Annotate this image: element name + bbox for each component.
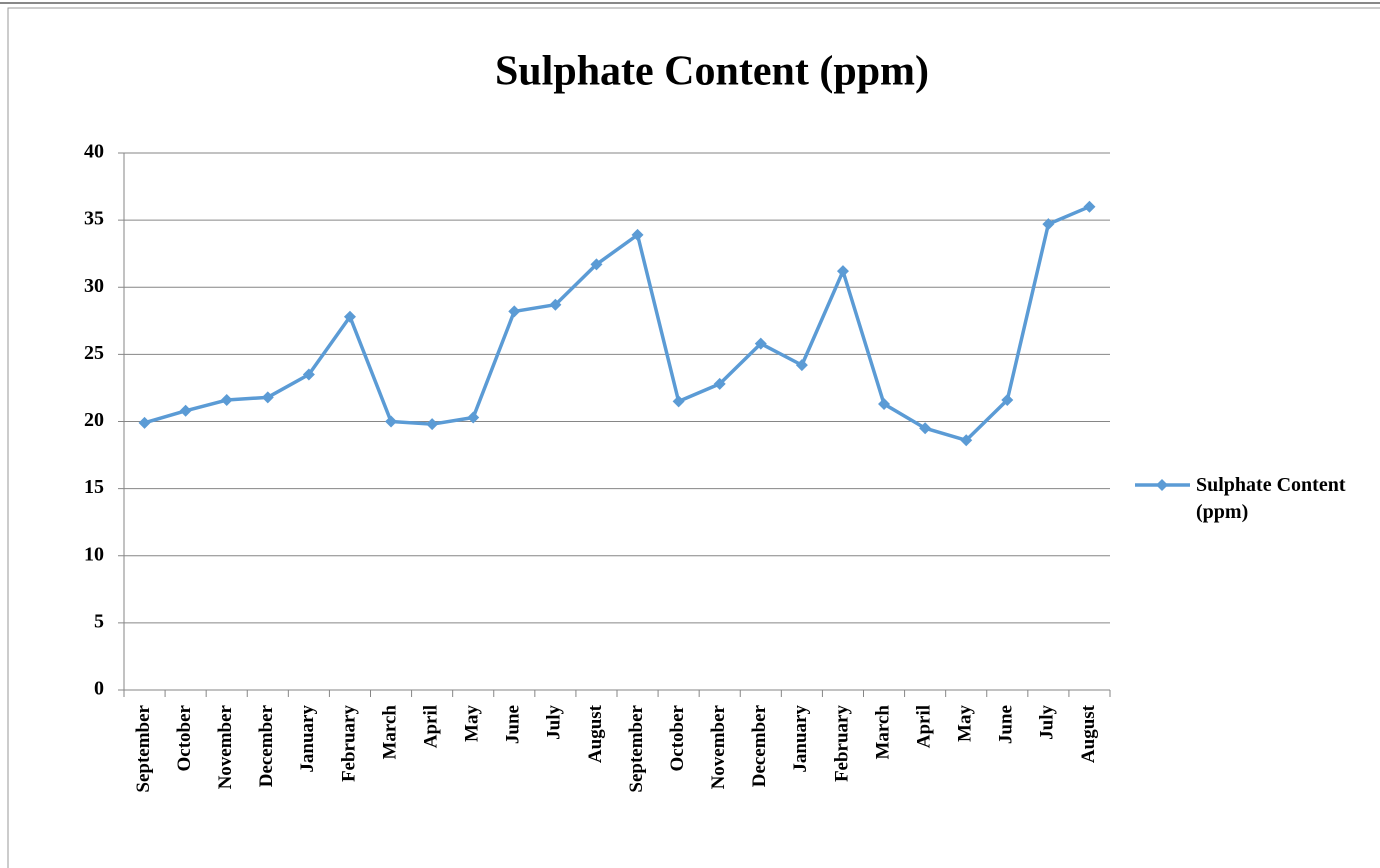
x-tick-label: October [174,704,195,771]
x-tick-label: March [872,705,893,760]
y-tick-label: 15 [84,476,104,498]
data-point [672,395,685,408]
data-point [261,391,274,404]
data-point [549,298,562,311]
data-point [1001,394,1014,407]
data-point [220,394,233,407]
x-tick-label: June [996,705,1017,744]
x-tick-label: November [708,704,729,789]
y-tick-label: 40 [84,141,104,163]
x-tick-label: January [297,705,318,773]
data-point [385,415,398,428]
x-tick-label: February [831,705,852,783]
data-point [302,368,315,381]
y-tick-label: 35 [84,208,104,230]
x-tick-label: April [913,705,934,748]
x-tick-label: November [215,704,236,789]
data-point [631,228,644,241]
y-tick-label: 20 [84,409,104,431]
x-tick-label: February [338,705,359,783]
data-point [795,359,808,372]
data-point [713,377,726,390]
series-line [144,205,1091,443]
data-point [919,422,932,435]
data-point [179,404,192,417]
data-point [590,258,603,271]
x-tick-label: May [955,705,976,742]
data-point [508,305,521,318]
data-point [467,411,480,424]
data-point [960,434,973,447]
x-tick-label: July [544,705,565,740]
data-point [138,416,151,429]
data-point [1083,200,1096,213]
y-tick-label: 0 [94,678,104,700]
y-tick-label: 10 [84,543,104,565]
legend-label: Sulphate Content (ppm) [1196,474,1346,523]
data-point [878,398,891,411]
y-tick-label: 25 [84,342,104,364]
x-tick-label: May [462,705,483,742]
x-tick-label: September [626,704,647,792]
x-tick-label: August [1078,704,1099,763]
x-tick-label: August [585,704,606,763]
data-point [343,310,356,323]
chart-frame [7,7,1380,868]
x-tick-label: June [503,705,524,744]
x-tick-label: July [1037,705,1058,740]
x-tick-label: March [379,705,400,760]
x-tick-label: December [749,704,770,787]
x-tick-label: April [420,705,441,748]
data-point [836,265,849,278]
x-tick-label: October [667,704,688,771]
data-point [426,418,439,431]
data-point [1042,218,1055,231]
x-tick-label: January [790,705,811,773]
data-point [754,337,767,350]
x-tick-label: December [256,704,277,787]
y-tick-label: 5 [94,610,104,632]
x-tick-label: September [133,704,154,792]
y-tick-label: 30 [84,275,104,297]
legend-marker [1156,479,1168,491]
chart-title: Sulphate Content (ppm) [495,49,929,95]
